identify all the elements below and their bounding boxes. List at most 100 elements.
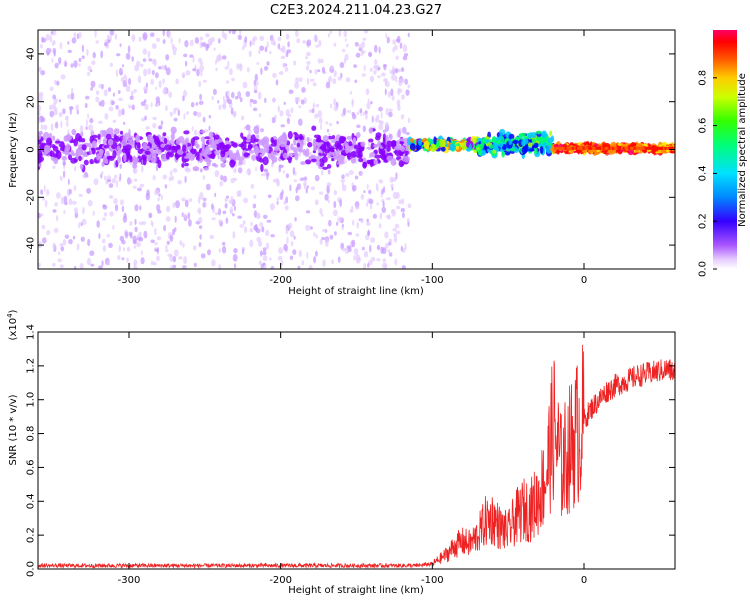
spectrogram-scatter-mark	[68, 239, 73, 245]
spectrogram-scatter-mark	[67, 41, 70, 45]
spectrogram-scatter-mark	[382, 129, 387, 133]
spectrogram-scatter-mark	[296, 96, 301, 102]
spectrogram-core-mark	[374, 154, 382, 159]
spectrogram-scatter-mark	[40, 43, 43, 49]
spectrogram-scatter-mark	[400, 207, 405, 213]
spectrogram-scatter-mark	[218, 248, 222, 253]
spectrogram-scatter-mark	[288, 222, 293, 229]
spectrogram-core-mark	[298, 133, 303, 141]
spectrogram-scatter-mark	[71, 87, 74, 95]
spectrogram-scatter-mark	[288, 89, 294, 95]
spectrogram-scatter-mark	[54, 202, 58, 207]
spectrogram-scatter-mark	[148, 58, 153, 62]
spectrogram-scatter-mark	[384, 88, 387, 96]
spectrogram-scatter-mark	[175, 200, 180, 209]
spectrogram-scatter-mark	[111, 178, 117, 184]
spectrogram-core-mark	[40, 142, 47, 146]
spectrogram-scatter-mark	[358, 44, 362, 49]
spectrogram-scatter-mark	[319, 238, 323, 245]
spectrogram-core-mark	[549, 130, 553, 136]
spectrogram-scatter-mark	[81, 44, 85, 53]
spectrogram-core-mark	[190, 137, 196, 147]
spectrogram-scatter-mark	[131, 56, 134, 62]
spectrogram-scatter-mark	[185, 70, 191, 76]
spectrogram-scatter-mark	[134, 64, 140, 72]
spectrogram-scatter-mark	[320, 123, 323, 131]
colorbar-tick-label: 0.8	[698, 70, 709, 86]
spectrogram-scatter-mark	[260, 173, 266, 177]
spectrogram-scatter-mark	[134, 218, 137, 225]
spectrogram-axes: -300 -200 -100 0 40 20 0 -20 -40	[26, 30, 675, 286]
spectrogram-core-mark	[206, 149, 212, 155]
spectrogram-scatter-mark	[392, 39, 397, 45]
spectrogram-scatter-mark	[112, 224, 115, 230]
spectrogram-scatter-mark	[333, 70, 337, 78]
spectrogram-scatter-mark	[314, 174, 320, 182]
spectrogram-scatter-mark	[319, 208, 323, 215]
spectrogram-trace-mark	[573, 146, 577, 150]
spectrogram-scatter-mark	[270, 234, 275, 238]
spectrogram-scatter-mark	[147, 50, 151, 59]
spectrogram-scatter-mark	[143, 68, 148, 77]
snr-x-axis-label: Height of straight line (km)	[288, 585, 424, 596]
spectrogram-scatter-mark	[310, 78, 315, 82]
spectrogram-scatter-mark	[351, 100, 354, 108]
spectrogram-core-mark	[240, 132, 244, 138]
spectrogram-scatter-mark	[255, 81, 259, 86]
spectrogram-scatter-mark	[266, 173, 269, 181]
spectrogram-scatter-mark	[48, 104, 54, 111]
spectrogram-scatter-mark	[276, 179, 280, 187]
spectrogram-core-mark	[145, 145, 151, 149]
spectrogram-scatter-mark	[321, 66, 325, 74]
spectrogram-core-mark	[539, 146, 544, 154]
spectrogram-scatter-mark	[87, 65, 92, 71]
spectrogram-scatter-mark	[293, 60, 297, 66]
spectrogram-core-mark	[107, 138, 114, 146]
spectrogram-scatter-mark	[271, 116, 276, 124]
snr-marks	[38, 344, 675, 569]
spectrogram-scatter-mark	[167, 30, 171, 39]
spectrogram-core-mark	[449, 143, 456, 151]
spectrogram-marks	[38, 30, 675, 269]
spectrogram-scatter-mark	[88, 124, 93, 131]
spectrogram-scatter-mark	[68, 198, 73, 206]
spectrogram-core-mark	[162, 132, 167, 137]
spectrogram-scatter-mark	[313, 34, 318, 42]
spectrogram-core-mark	[136, 141, 141, 149]
spectrogram-scatter-mark	[197, 208, 200, 214]
spectrogram-scatter-mark	[297, 265, 301, 269]
spectrogram-core-mark	[439, 139, 446, 148]
spectrogram-scatter-mark	[199, 168, 203, 173]
spectrogram-scatter-mark	[46, 51, 50, 56]
spectrogram-core-mark	[167, 151, 172, 155]
spectrogram-scatter-mark	[368, 198, 374, 205]
spectrogram-core-mark	[205, 155, 209, 162]
spectrogram-core-mark	[327, 135, 333, 140]
spectrogram-scatter-mark	[366, 183, 369, 190]
spectrogram-scatter-mark	[296, 183, 301, 191]
spectrogram-scatter-mark	[395, 172, 398, 180]
spectrogram-scatter-mark	[239, 97, 243, 103]
spectrogram-scatter-mark	[72, 200, 77, 205]
spectrogram-scatter-mark	[220, 174, 224, 181]
spectrogram-scatter-mark	[158, 80, 162, 88]
spectrogram-scatter-mark	[249, 40, 252, 47]
spectrogram-core-mark	[331, 135, 336, 140]
spectrogram-scatter-mark	[259, 222, 264, 228]
spectrogram-scatter-mark	[97, 120, 103, 124]
snr-y-tick-label: 0.6	[26, 459, 37, 475]
spectrogram-scatter-mark	[296, 38, 301, 44]
spectrogram-core-mark	[135, 134, 141, 143]
spectrogram-core-mark	[232, 142, 238, 148]
spectrogram-scatter-mark	[321, 236, 326, 241]
spectrogram-scatter-mark	[363, 190, 366, 194]
spectrogram-core-mark	[52, 153, 59, 158]
spectrogram-scatter-mark	[352, 184, 357, 192]
spectrogram-scatter-mark	[67, 49, 72, 54]
spectrogram-scatter-mark	[286, 117, 291, 125]
spectrogram-scatter-mark	[50, 31, 54, 35]
spectrogram-scatter-mark	[360, 218, 364, 224]
spectrogram-core-mark	[368, 138, 374, 143]
spectrogram-core-mark	[182, 144, 187, 153]
colorbar-tick-label: 0.4	[698, 165, 709, 181]
